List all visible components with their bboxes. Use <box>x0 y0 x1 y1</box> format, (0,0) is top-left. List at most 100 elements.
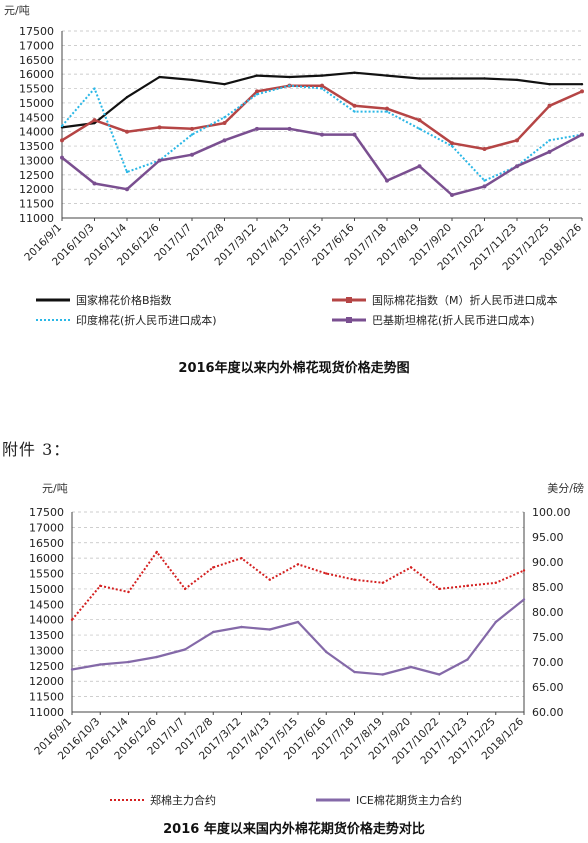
series-1-point <box>127 660 130 664</box>
y-tick-label: 16500 <box>19 54 54 67</box>
y-tick-label: 17000 <box>29 521 64 534</box>
series-1-point <box>268 628 271 631</box>
series-1-point <box>99 663 102 666</box>
series-2-point <box>255 93 259 96</box>
series-3-point <box>352 132 357 137</box>
series-line-3 <box>61 127 583 197</box>
attachment-label: 附件 3： <box>2 440 71 459</box>
series-0-point <box>438 587 441 591</box>
series-0-point <box>190 78 194 82</box>
y-tick-label: 12500 <box>29 660 64 673</box>
y-tick-label: 12000 <box>29 675 64 688</box>
series-0-point <box>385 74 389 77</box>
series-0-point <box>183 587 187 591</box>
legend-label-3: 巴基斯坦棉花(折人民币进口成本) <box>372 313 535 327</box>
series-1-point <box>60 138 64 143</box>
series-0-point <box>125 95 129 99</box>
series-0-point <box>409 566 413 569</box>
series-2-point <box>93 87 96 90</box>
y2-tick-label: 60.00 <box>532 706 564 719</box>
legend-label-1: ICE棉花期货主力合约 <box>356 793 462 807</box>
y2-tick-label: 95.00 <box>532 531 564 544</box>
y-tick-label: 13000 <box>29 644 64 657</box>
y-tick-label: 15000 <box>19 97 54 110</box>
series-0-point <box>127 590 130 594</box>
series-1-point <box>450 141 454 146</box>
y-tick-label: 17500 <box>29 506 64 519</box>
series-2-point <box>385 110 389 113</box>
series-2-point <box>320 87 324 90</box>
chart-title: 2016年度以来内外棉花现货价格走势图 <box>178 360 409 376</box>
series-line-0 <box>71 551 525 621</box>
series-0-point <box>223 83 226 86</box>
series-3-point <box>417 164 422 169</box>
series-1-point <box>157 125 162 130</box>
y-tick-label: 16000 <box>29 552 64 565</box>
legend-label-0: 郑棉主力合约 <box>150 793 216 807</box>
series-1-point <box>494 620 497 624</box>
y-tick-label: 17500 <box>19 25 54 38</box>
y2-tick-label: 65.00 <box>532 681 564 694</box>
chart-title: 2016 年度以来国内外棉花期货价格走势对比 <box>163 821 425 837</box>
y-tick-label: 11000 <box>19 212 54 225</box>
y-tick-label: 11000 <box>29 706 64 719</box>
series-0-point <box>255 74 259 77</box>
legend-marker-1 <box>346 297 352 303</box>
series-1-point <box>190 126 194 131</box>
series-3-point <box>60 155 64 160</box>
series-2-point <box>125 170 129 174</box>
series-1-point <box>580 89 584 94</box>
series-1-point <box>353 670 356 674</box>
legend-label-1: 国际棉花指数（M）折人民币进口成本 <box>372 293 558 307</box>
series-0-point <box>155 550 158 554</box>
series-0-point <box>268 578 271 581</box>
y-tick-label: 14500 <box>29 598 64 611</box>
y-tick-label: 11500 <box>19 198 54 211</box>
series-0-point <box>522 569 526 572</box>
y-tick-label: 14000 <box>29 614 64 627</box>
series-0-point <box>212 566 215 569</box>
series-3-point <box>385 178 389 183</box>
series-1-point <box>381 673 384 676</box>
series-3-point <box>125 187 129 192</box>
series-line-1 <box>71 598 525 676</box>
y-tick-label: 13500 <box>19 140 54 153</box>
series-0-point <box>70 618 74 621</box>
series-0-point <box>450 77 454 80</box>
series-3-point <box>222 138 227 143</box>
series-2-point <box>190 133 194 136</box>
series-2-point <box>353 110 356 113</box>
series-1-point <box>438 673 441 676</box>
series-3-point <box>92 181 97 186</box>
y-tick-label: 14500 <box>19 111 54 124</box>
series-1-point <box>255 89 259 94</box>
series-0-point <box>466 584 469 588</box>
series-1-point <box>183 648 187 651</box>
series-0-point <box>483 77 486 80</box>
series-1-point <box>417 118 422 123</box>
futures-price-chart: 元/吨 美分/磅 11000 11500 12000 12500 13000 13500 140… <box>29 481 584 837</box>
series-0-point <box>494 581 497 584</box>
series-0-point <box>320 74 324 77</box>
series-3-point <box>287 126 292 131</box>
series-line-0 <box>61 71 582 129</box>
series-1-point <box>325 650 328 654</box>
y2-tick-label: 75.00 <box>532 631 564 644</box>
y-tick-label: 15500 <box>29 568 64 581</box>
series-0-point <box>418 77 421 80</box>
y2-tick-label: 70.00 <box>532 656 564 669</box>
series-3-point <box>255 126 259 131</box>
series-1-point <box>240 625 243 629</box>
series-0-point <box>548 83 551 86</box>
series-0-point <box>353 71 356 74</box>
y2-tick-label: 85.00 <box>532 581 564 594</box>
series-0-point <box>381 581 384 584</box>
series-1-point <box>155 655 158 659</box>
series-3-point <box>515 164 519 169</box>
y2-tick-label: 80.00 <box>532 606 564 619</box>
y-axis-unit-label: 元/吨 <box>42 482 68 495</box>
series-1-point <box>92 118 97 123</box>
legend-marker-3 <box>346 317 352 323</box>
series-0-point <box>353 578 356 581</box>
